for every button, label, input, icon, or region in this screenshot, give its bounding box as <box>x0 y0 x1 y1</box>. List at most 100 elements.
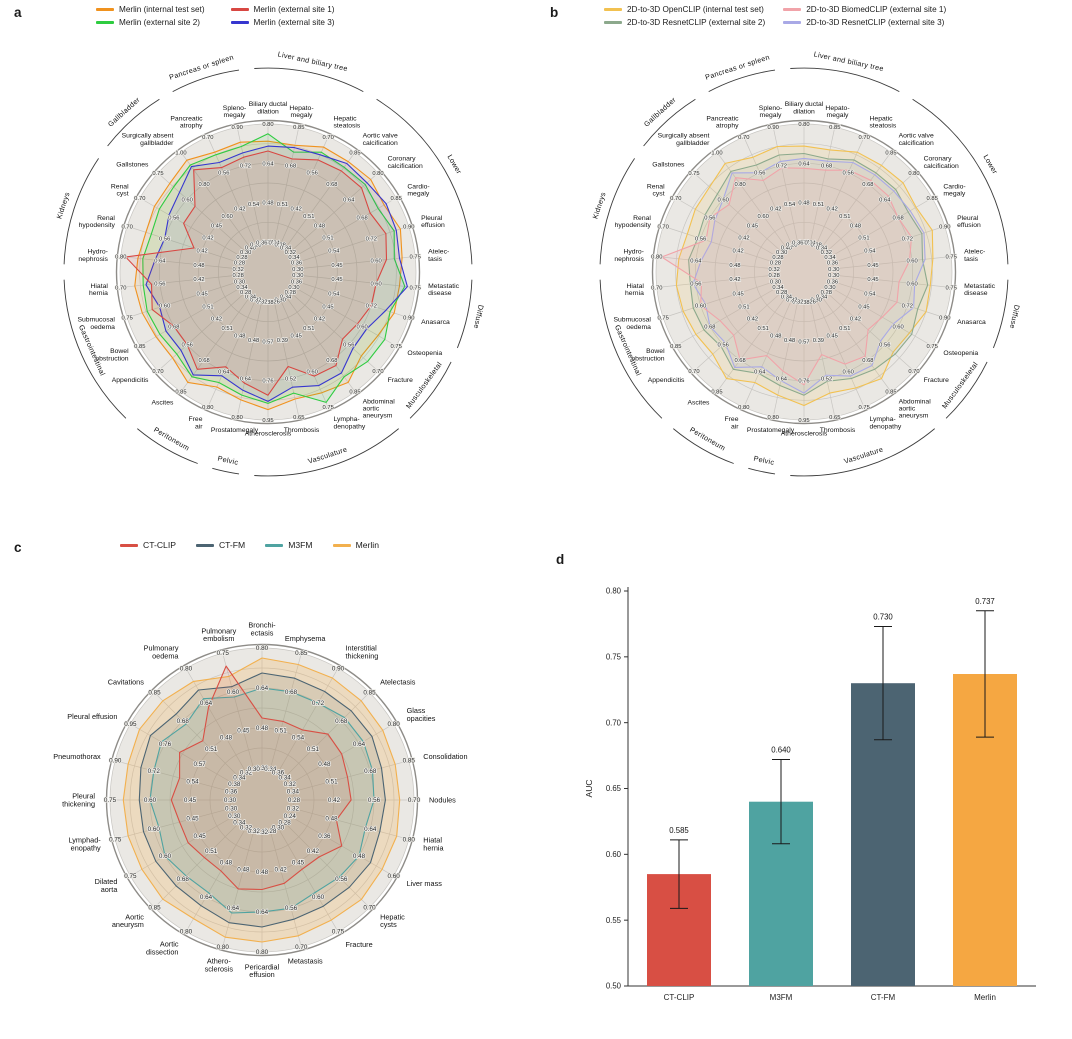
axis-tick-value: 0.85 <box>829 125 840 131</box>
axis-tick-value: 0.42 <box>193 277 204 283</box>
axis-tick-value: 0.54 <box>292 735 305 742</box>
axis-label: Pleural thickening <box>62 792 95 809</box>
axis-tick-value: 0.32 <box>284 781 297 788</box>
axis-tick-value: 0.28 <box>786 243 797 249</box>
axis-tick-value: 0.56 <box>718 343 729 349</box>
axis-label: Atelectasis <box>380 677 416 686</box>
axis-tick-value: 0.32 <box>262 240 273 246</box>
axis-tick-value: 0.30 <box>828 267 839 273</box>
group-arc-label: Diffuse <box>472 304 486 330</box>
axis-tick-value: 0.51 <box>303 326 314 332</box>
axis-tick-value: 0.60 <box>370 259 381 265</box>
axis-tick-value: 0.36 <box>291 261 302 267</box>
y-tick-label: 0.75 <box>606 652 622 661</box>
axis-tick-value: 0.64 <box>200 700 213 707</box>
axis-tick-value: 0.30 <box>824 285 835 291</box>
axis-tick-value: 0.75 <box>332 929 345 936</box>
axis-tick-value: 0.54 <box>186 778 199 785</box>
axis-label: Fracture <box>924 377 950 384</box>
axis-tick-value: 0.51 <box>202 305 213 311</box>
axis-label: Coronary calcification <box>924 156 959 170</box>
axis-tick-value: 0.32 <box>821 250 832 256</box>
axis-tick-value: 0.48 <box>850 224 861 230</box>
axis-tick-value: 0.30 <box>248 766 261 773</box>
axis-tick-value: 0.51 <box>858 235 869 241</box>
axis-tick-value: 0.28 <box>770 261 781 267</box>
axis-tick-value: 0.45 <box>867 277 878 283</box>
axis-tick-value: 0.64 <box>754 369 766 375</box>
axis-tick-value: 1.00 <box>711 150 722 156</box>
axis-label: Lymphad-enopathy <box>69 836 102 853</box>
axis-tick-value: 0.70 <box>323 135 334 141</box>
axis-tick-value: 0.48 <box>256 869 269 876</box>
axis-tick-value: 0.34 <box>236 285 248 291</box>
axis-label: Surgically absent gallbladder <box>122 133 174 147</box>
axis-label: Nodules <box>429 795 456 804</box>
legend-label: Merlin (external site 1) <box>253 5 335 14</box>
axis-tick-value: 0.30 <box>272 825 285 832</box>
axis-tick-value: 0.51 <box>839 326 850 332</box>
axis-label: Pancreatic atrophy <box>170 115 203 129</box>
axis-tick-value: 0.30 <box>275 297 286 303</box>
axis-label: Atherosclerosis <box>781 430 828 437</box>
legend-label: 2D-to-3D OpenCLIP (internal test set) <box>627 5 764 14</box>
axis-tick-value: 0.28 <box>233 273 244 279</box>
axis-tick-value: 0.45 <box>193 833 206 840</box>
axis-label: Submucosal oedema <box>77 317 115 331</box>
axis-tick-value: 0.70 <box>908 369 919 375</box>
axis-tick-value: 0.45 <box>184 797 197 804</box>
axis-tick-value: 0.56 <box>335 876 348 883</box>
axis-tick-value: 0.48 <box>220 735 233 742</box>
y-tick-label: 0.80 <box>606 587 622 596</box>
axis-tick-value: 0.51 <box>325 778 338 785</box>
axis-tick-value: 0.80 <box>738 405 749 411</box>
axis-label: Renal hypodensity <box>615 215 652 229</box>
axis-tick-value: 0.64 <box>256 685 269 692</box>
panel-b-radar-chart: 0.32 0.48 0.64 0.80 0.34 0.51 0.68 0.85 0.28 0.42… <box>590 49 1022 477</box>
axis-tick-value: 0.42 <box>747 316 758 322</box>
axis-tick-value: 0.56 <box>182 343 193 349</box>
legend-item: 2D-to-3D BiomedCLIP (external site 1) <box>783 5 946 14</box>
axis-tick-value: 0.38 <box>262 300 273 306</box>
axis-tick-value: 0.48 <box>770 333 781 339</box>
axis-tick-value: 0.30 <box>240 250 251 256</box>
axis-tick-value: 0.36 <box>272 769 285 776</box>
axis-tick-value: 0.85 <box>175 390 186 396</box>
axis-label: Hiatal hernia <box>423 836 444 853</box>
axis-tick-value: 0.64 <box>879 197 891 203</box>
axis-tick-value: 0.56 <box>218 171 229 177</box>
axis-tick-value: 0.30 <box>228 813 241 820</box>
legend-item: 2D-to-3D ResnetCLIP (external site 2) <box>604 18 765 27</box>
axis-tick-value: 0.51 <box>758 326 769 332</box>
axis-tick-value: 0.48 <box>353 853 366 860</box>
legend-item: Merlin (external site 1) <box>230 5 335 14</box>
axis-tick-value: 0.32 <box>798 240 809 246</box>
axis-tick-value: 0.60 <box>159 304 170 310</box>
axis-label: Submucosal oedema <box>613 317 651 331</box>
axis-label: Aortic dissection <box>146 940 179 957</box>
group-arc-label: Pelvic <box>217 454 239 467</box>
axis-tick-value: 0.30 <box>225 805 238 812</box>
axis-tick-value: 0.80 <box>734 182 745 188</box>
axis-tick-value: 0.32 <box>248 828 261 835</box>
legend-item: CT-CLIP <box>120 540 176 550</box>
axis-tick-value: 0.80 <box>198 182 209 188</box>
axis-label: Renal cyst <box>647 184 665 198</box>
axis-label: Hydro-nephrosis <box>78 249 108 263</box>
axis-tick-value: 0.60 <box>312 894 325 901</box>
axis-tick-value: 0.75 <box>927 344 938 350</box>
axis-tick-value: 0.60 <box>758 214 769 220</box>
panel-c-radar-chart: 0.32 0.48 0.64 0.80 0.34 0.51 0.68 0.85 0.36 0.54… <box>53 621 467 980</box>
axis-tick-value: 0.64 <box>798 161 810 167</box>
legend-item: 2D-to-3D OpenCLIP (internal test set) <box>604 5 765 14</box>
panel-a-radar-chart: 0.32 0.48 0.64 0.80 0.34 0.51 0.68 0.85 0.28 0.42… <box>54 49 486 477</box>
axis-tick-value: 0.68 <box>285 164 296 170</box>
axis-tick-value: 0.45 <box>322 305 333 311</box>
axis-tick-value: 0.60 <box>843 369 854 375</box>
axis-tick-value: 0.28 <box>285 290 296 296</box>
axis-tick-value: 0.32 <box>786 297 797 303</box>
axis-tick-value: 0.30 <box>292 273 303 279</box>
axis-label: Pancreatic atrophy <box>706 115 739 129</box>
axis-tick-value: 0.36 <box>827 261 838 267</box>
